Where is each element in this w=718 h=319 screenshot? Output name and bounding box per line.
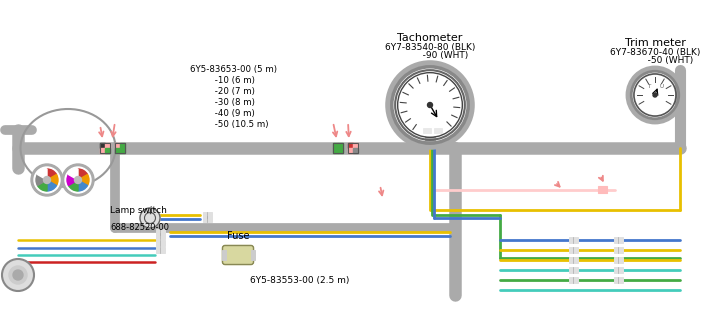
Bar — [251, 250, 255, 260]
Text: T: T — [648, 85, 651, 89]
Text: -50 (10.5 m): -50 (10.5 m) — [190, 120, 269, 129]
Wedge shape — [47, 180, 57, 191]
Text: -40 (9 m): -40 (9 m) — [190, 109, 255, 118]
Text: -90 (WHT): -90 (WHT) — [391, 51, 469, 60]
Text: 6Y5-83553-00 (2.5 m): 6Y5-83553-00 (2.5 m) — [251, 276, 350, 285]
Circle shape — [140, 208, 160, 228]
Bar — [434, 128, 442, 133]
Text: 6Y7-83670-40 (BLK): 6Y7-83670-40 (BLK) — [610, 48, 700, 57]
Circle shape — [13, 270, 23, 280]
Bar — [222, 250, 226, 260]
Bar — [120, 148, 125, 153]
Circle shape — [399, 74, 461, 136]
Circle shape — [65, 167, 91, 193]
Circle shape — [34, 167, 60, 193]
Text: -30 (8 m): -30 (8 m) — [190, 98, 255, 107]
Wedge shape — [47, 174, 58, 186]
Text: -10 (6 m): -10 (6 m) — [190, 76, 255, 85]
Bar — [613, 277, 623, 283]
Wedge shape — [37, 169, 47, 180]
Text: 6Y7-83540-80 (BLK): 6Y7-83540-80 (BLK) — [385, 43, 475, 52]
Bar — [202, 212, 212, 218]
Bar — [156, 240, 164, 246]
Text: Fuse: Fuse — [227, 231, 249, 241]
Text: Lamp switch: Lamp switch — [110, 206, 167, 215]
Circle shape — [2, 259, 34, 291]
Bar — [156, 229, 164, 235]
Wedge shape — [47, 169, 57, 180]
Bar — [100, 148, 105, 153]
Bar — [613, 247, 623, 253]
Wedge shape — [67, 174, 78, 186]
Wedge shape — [68, 169, 78, 180]
Circle shape — [653, 93, 657, 97]
Circle shape — [31, 164, 63, 196]
Bar — [569, 247, 577, 253]
Bar — [115, 143, 120, 148]
Bar — [423, 128, 431, 133]
Wedge shape — [68, 180, 78, 191]
Bar — [202, 216, 212, 222]
Bar — [105, 148, 110, 153]
Circle shape — [635, 76, 674, 115]
Bar — [569, 277, 577, 283]
Bar — [120, 143, 125, 148]
Bar — [348, 148, 353, 153]
Bar — [333, 148, 337, 153]
FancyBboxPatch shape — [223, 246, 253, 264]
Text: Trim meter: Trim meter — [625, 38, 686, 48]
Bar — [338, 143, 342, 148]
Wedge shape — [78, 169, 88, 180]
Bar — [348, 143, 358, 153]
Circle shape — [62, 164, 94, 196]
Bar — [348, 143, 353, 148]
Bar — [353, 148, 358, 153]
Text: U: U — [659, 85, 663, 89]
Circle shape — [427, 102, 432, 108]
Bar — [613, 237, 623, 243]
Wedge shape — [36, 174, 47, 186]
Bar — [115, 148, 120, 153]
Bar — [569, 257, 577, 263]
Text: -20 (7 m): -20 (7 m) — [190, 87, 255, 96]
Wedge shape — [37, 180, 47, 191]
Bar — [613, 257, 623, 263]
Bar — [569, 237, 577, 243]
Wedge shape — [78, 180, 88, 191]
Bar — [338, 148, 342, 153]
Bar — [333, 143, 343, 153]
Bar — [156, 233, 164, 239]
Wedge shape — [78, 174, 89, 186]
Circle shape — [44, 176, 50, 183]
Bar — [333, 143, 337, 148]
Circle shape — [9, 266, 27, 284]
Bar — [613, 267, 623, 273]
Bar — [100, 143, 110, 153]
Text: Tachometer: Tachometer — [397, 33, 462, 43]
Text: 6Y5-83653-00 (5 m): 6Y5-83653-00 (5 m) — [190, 65, 277, 74]
Bar — [100, 143, 105, 148]
Circle shape — [75, 176, 82, 183]
Bar — [353, 143, 358, 148]
Bar — [598, 186, 607, 193]
Bar — [115, 143, 125, 153]
Bar — [156, 247, 164, 253]
Text: 688-82520-00: 688-82520-00 — [110, 223, 169, 232]
Bar — [569, 267, 577, 273]
Text: -50 (WHT): -50 (WHT) — [616, 56, 694, 65]
Bar — [105, 143, 110, 148]
